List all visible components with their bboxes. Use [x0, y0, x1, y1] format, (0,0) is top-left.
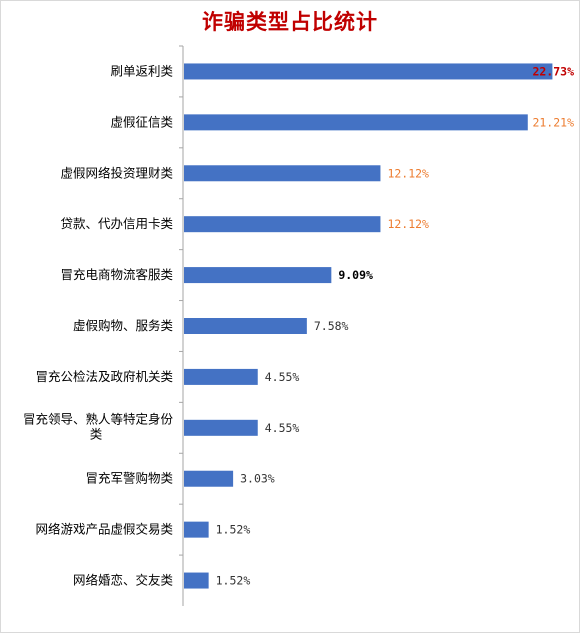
category-label: 冒充公检法及政府机关类	[35, 369, 173, 384]
category-label: 网络婚恋、交友类	[73, 573, 174, 588]
value-label: 22.73%	[532, 64, 574, 78]
bar	[184, 114, 528, 131]
category-label: 冒充领导、熟人等特定身份	[23, 411, 174, 426]
value-label: 9.09%	[338, 268, 373, 282]
category-label: 虚假购物、服务类	[73, 318, 174, 333]
value-label: 3.03%	[240, 472, 275, 486]
category-label: 虚假网络投资理财类	[60, 165, 173, 180]
category-label: 虚假征信类	[110, 114, 173, 129]
bar	[184, 419, 258, 436]
bar	[184, 368, 258, 385]
bar	[184, 216, 381, 233]
value-label: 4.55%	[265, 370, 300, 384]
bar	[184, 521, 209, 538]
value-label: 1.52%	[216, 574, 251, 588]
value-label: 7.58%	[314, 319, 349, 333]
category-label: 贷款、代办信用卡类	[60, 216, 173, 231]
bar	[184, 63, 553, 80]
bar	[184, 165, 381, 182]
bar	[184, 267, 332, 284]
value-label: 4.55%	[265, 421, 300, 435]
category-label: 冒充军警购物类	[85, 471, 173, 486]
category-label: 类	[90, 426, 103, 441]
value-label: 12.12%	[387, 166, 429, 180]
value-label: 12.12%	[387, 217, 429, 231]
category-label: 冒充电商物流客服类	[60, 267, 173, 282]
category-label: 刷单返利类	[110, 63, 173, 78]
value-label: 21.21%	[532, 115, 574, 129]
bar	[184, 470, 234, 487]
bar	[184, 318, 307, 334]
category-label: 网络游戏产品虚假交易类	[35, 522, 173, 537]
bar	[184, 572, 209, 589]
value-label: 1.52%	[216, 523, 251, 537]
chart-title: 诈骗类型占比统计	[202, 10, 378, 34]
